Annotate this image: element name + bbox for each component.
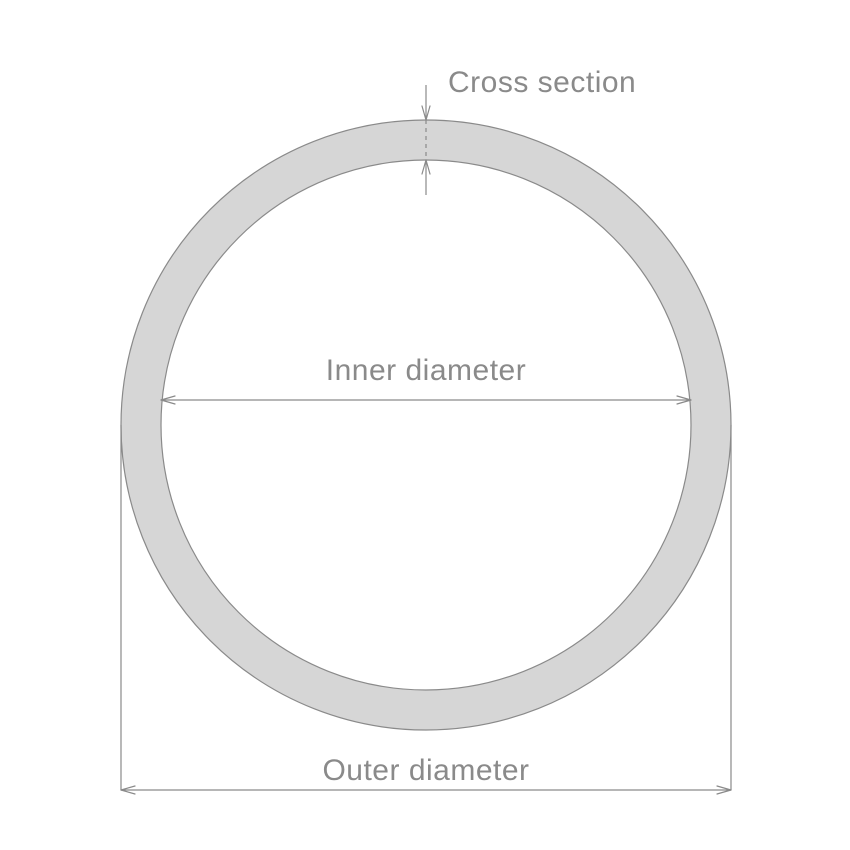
ring-shape: [121, 120, 731, 730]
ring-dimension-diagram: Cross section Inner diameter Outer diame…: [0, 0, 850, 850]
inner-diameter-label: Inner diameter: [326, 354, 526, 387]
outer-diameter-label: Outer diameter: [322, 754, 529, 787]
cross-section-label: Cross section: [448, 66, 636, 99]
inner-diameter-indicator: [161, 396, 691, 404]
